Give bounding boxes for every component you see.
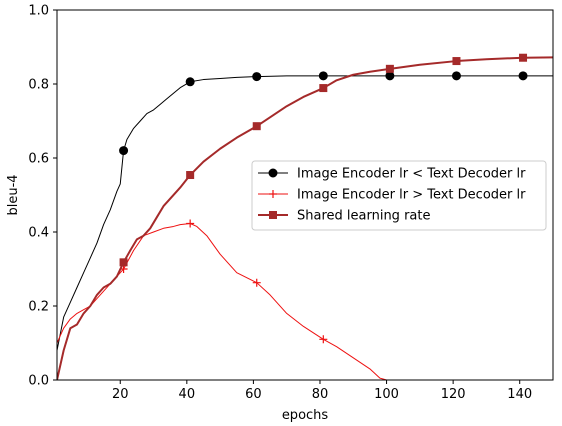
series-marker-0 xyxy=(185,77,195,87)
series-marker-0 xyxy=(451,71,461,81)
series-marker-0 xyxy=(385,71,395,81)
series-marker-2 xyxy=(452,57,461,66)
x-tick-label: 140 xyxy=(507,387,532,402)
series-layer xyxy=(57,53,553,380)
legend: Image Encoder lr < Text Decoder lr Image … xyxy=(251,160,547,231)
y-axis-title: bleu-4 xyxy=(6,174,21,215)
series-marker-1 xyxy=(319,335,328,344)
series-marker-2 xyxy=(119,258,128,267)
series-marker-2 xyxy=(319,84,328,93)
x-tick-label: 40 xyxy=(179,387,196,402)
series-line-1 xyxy=(57,222,388,380)
series-marker-0 xyxy=(518,71,528,81)
plot-frame xyxy=(56,9,554,381)
legend-label: Shared learning rate xyxy=(297,209,430,224)
x-tick-label: 20 xyxy=(112,387,129,402)
series-marker-1 xyxy=(186,219,195,228)
series-marker-1 xyxy=(252,278,261,287)
y-tick-label: 0.8 xyxy=(28,78,49,93)
legend-marker xyxy=(269,211,277,219)
series-marker-2 xyxy=(186,171,195,180)
series-marker-2 xyxy=(519,53,528,62)
series-marker-2 xyxy=(252,122,261,131)
series-line-2 xyxy=(57,56,553,380)
legend-box xyxy=(251,160,547,231)
legend-label: Image Encoder lr < Text Decoder lr xyxy=(297,167,526,182)
y-tick-label: 0.2 xyxy=(28,300,49,315)
y-tick-label: 0.0 xyxy=(28,374,49,389)
series-marker-0 xyxy=(252,72,262,82)
series-marker-2 xyxy=(385,64,394,73)
x-axis-title: epochs xyxy=(282,408,329,423)
x-tick-label: 100 xyxy=(374,387,399,402)
x-axis: 20 40 60 80 100 120 140 xyxy=(112,380,532,402)
x-tick-label: 60 xyxy=(245,387,262,402)
legend-marker xyxy=(269,190,277,198)
y-tick-label: 0.4 xyxy=(28,226,49,241)
y-tick-label: 0.6 xyxy=(28,152,49,167)
series-marker-0 xyxy=(119,146,129,156)
legend-label: Image Encoder lr > Text Decoder lr xyxy=(297,188,526,203)
series-marker-0 xyxy=(318,71,328,81)
x-tick-label: 80 xyxy=(312,387,329,402)
series-line-0 xyxy=(57,75,553,351)
x-tick-label: 120 xyxy=(441,387,466,402)
y-axis: 0.0 0.2 0.4 0.6 0.8 1.0 xyxy=(28,4,57,389)
y-tick-label: 1.0 xyxy=(28,4,49,19)
legend-marker xyxy=(268,168,278,178)
